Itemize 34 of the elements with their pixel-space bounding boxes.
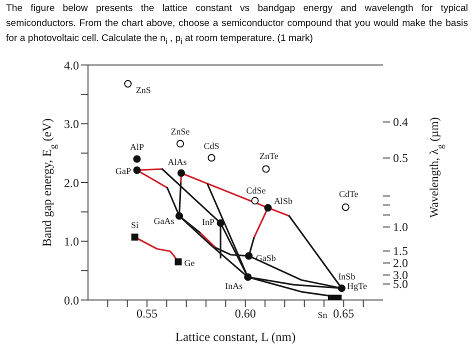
x-axis-title: Lattice constant, L (nm) (175, 330, 296, 344)
text: 2.0 (393, 256, 408, 270)
annotation: InAs (225, 281, 244, 292)
y-tick-label: 0.0 (64, 293, 79, 308)
text: 1.0 (393, 220, 408, 234)
annotation: AlP (130, 142, 144, 152)
annotation: AlSb (274, 196, 293, 206)
annotation: Si (131, 220, 140, 230)
annotation: GaSb (256, 252, 276, 263)
annotation: ZnSe (170, 126, 190, 137)
x-tick-label: 0.55 (136, 306, 158, 321)
annotation: Sn (318, 310, 328, 320)
y-tick-label: 3.0 (64, 117, 79, 132)
chart-title: The figure below presents the lattice constant vs bandgap energy and wavelength for typical semiconductors. From the chart above, choose a semiconductor compound that you would make the basis for a photovoltaic cell. Calculate the n$_{i}$ , p$_{i}$ at room temperature. (1 mark) (6, 2, 468, 48)
x-tick-label: 0.65 (333, 306, 354, 321)
annotation: InSb (338, 271, 356, 282)
annotation: HgTe (347, 281, 368, 292)
annotation: CdTe (338, 189, 358, 200)
annotation: CdSe (246, 186, 266, 196)
annotation: InP (202, 217, 215, 228)
annotation: CdS (204, 140, 220, 151)
text: 1.5 (393, 244, 408, 258)
annotation: ZnTe (260, 150, 278, 161)
annotation: Ge (184, 258, 195, 268)
text: 0.5 (393, 151, 408, 165)
y-tick-label: 2.0 (64, 176, 79, 190)
annotation: GaP (115, 166, 131, 176)
y-tick-label: 1.0 (64, 234, 79, 249)
annotation: AlAs (168, 157, 188, 168)
annotation: GaAs (154, 216, 175, 226)
annotation: ZnS (136, 84, 151, 95)
x-tick-label: 0.60 (234, 306, 256, 321)
y-tick-label: 4.0 (64, 58, 79, 72)
text: 0.4 (393, 115, 408, 129)
